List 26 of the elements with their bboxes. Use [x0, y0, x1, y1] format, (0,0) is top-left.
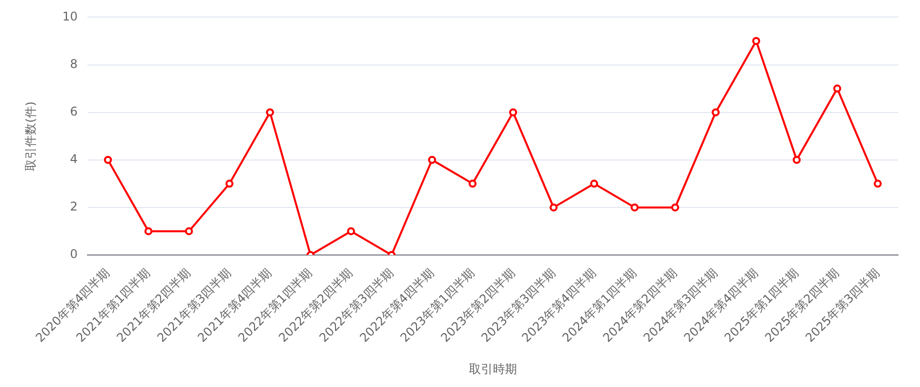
y-tick-label: 6 [70, 104, 78, 118]
point [184, 227, 193, 236]
y-tick-label: 2 [70, 200, 78, 214]
point [104, 156, 112, 164]
point [712, 108, 720, 116]
point [590, 180, 598, 188]
point [550, 203, 558, 212]
y-tick-label: 0 [70, 247, 78, 262]
point [630, 203, 639, 212]
point [266, 108, 274, 116]
y-tick-label: 10 [62, 9, 78, 24]
point [428, 156, 436, 164]
point [752, 36, 760, 45]
point [792, 156, 801, 164]
point [509, 108, 518, 116]
point [874, 180, 882, 188]
point [347, 227, 356, 236]
point [144, 227, 152, 236]
x-axis-title: 取引時期 [468, 362, 517, 376]
point [225, 180, 234, 188]
y-tick-label: 8 [70, 56, 78, 71]
point [468, 180, 477, 188]
point [671, 203, 680, 212]
point [833, 84, 842, 93]
y-axis-title: 取引件数(件) [23, 101, 38, 171]
y-tick-label: 4 [70, 152, 78, 166]
